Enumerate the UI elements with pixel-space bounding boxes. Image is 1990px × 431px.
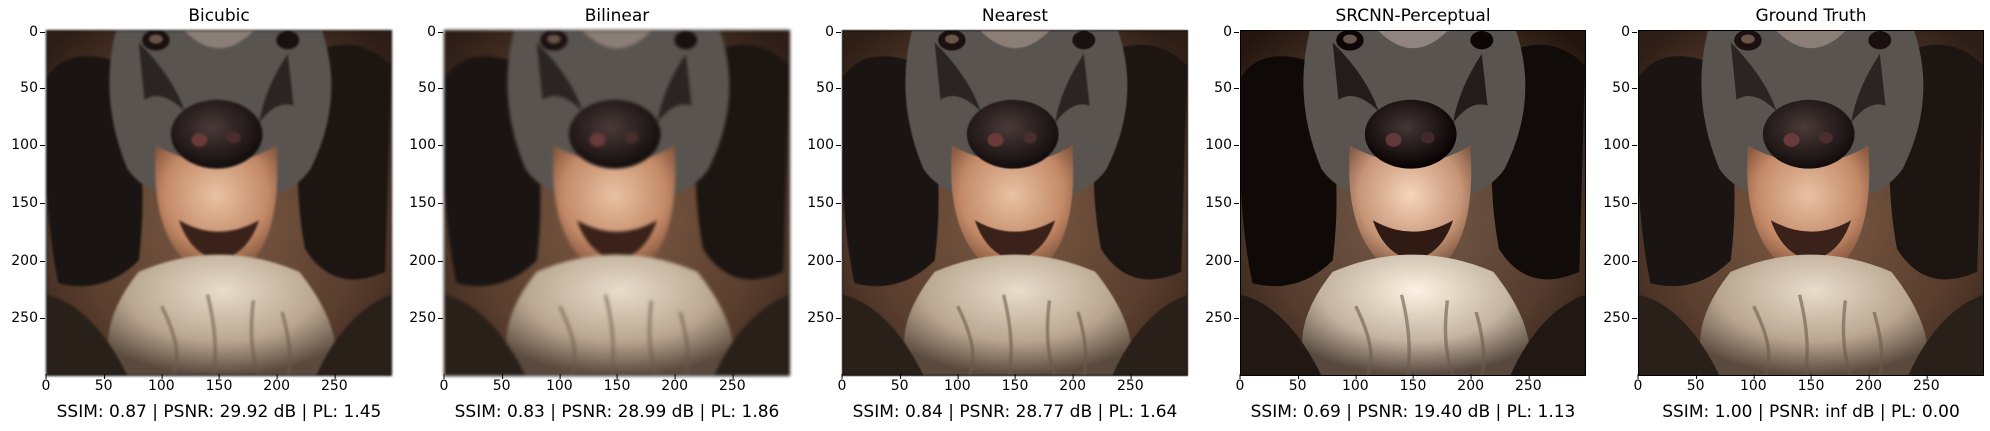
- x-tick-label: 250: [320, 374, 348, 394]
- panel-nearest: Nearest: [796, 0, 1188, 431]
- metrics-caption: SSIM: 0.69 | PSNR: 19.40 dB | PL: 1.13: [1250, 402, 1576, 422]
- x-tick-label: 200: [1457, 374, 1485, 394]
- y-tick-label: 200: [409, 252, 443, 269]
- y-tick-label: 200: [11, 252, 45, 269]
- x-tick-label: 100: [943, 374, 971, 394]
- x-tick-label: 250: [1116, 374, 1144, 394]
- metrics-caption: SSIM: 0.83 | PSNR: 28.99 dB | PL: 1.86: [454, 402, 780, 422]
- panel-title: Nearest: [981, 6, 1049, 26]
- panel-title: SRCNN-Perceptual: [1335, 6, 1491, 26]
- panel-bicubic: Bicubic: [0, 0, 392, 431]
- x-tick-label: 100: [545, 374, 573, 394]
- y-tick-label: 100: [11, 137, 45, 154]
- x-tick-label: 150: [1001, 374, 1029, 394]
- x-tick-label: 0: [1235, 374, 1245, 394]
- y-tick-label: 0: [1621, 24, 1637, 40]
- x-tick-label: 50: [94, 374, 113, 394]
- y-tick-label: 200: [807, 252, 841, 269]
- x-tick-label: 50: [1288, 374, 1307, 394]
- dog-image: [444, 30, 790, 376]
- dog-image: [1638, 30, 1984, 376]
- y-tick-label: 100: [1603, 137, 1637, 154]
- x-tick-label: 0: [1633, 374, 1643, 394]
- x-tick-label: 200: [1059, 374, 1087, 394]
- x-tick-label: 150: [1797, 374, 1825, 394]
- x-tick-label: 200: [1855, 374, 1883, 394]
- y-tick-label: 250: [1603, 310, 1637, 327]
- y-tick-label: 0: [825, 24, 841, 40]
- y-tick-label: 150: [807, 195, 841, 211]
- y-tick-label: 0: [427, 24, 443, 40]
- panel-title: Bilinear: [584, 6, 650, 26]
- y-tick-label: 250: [807, 310, 841, 327]
- y-tick-label: 150: [11, 195, 45, 211]
- dog-image: [46, 30, 392, 376]
- x-tick-label: 150: [205, 374, 233, 394]
- metrics-caption: SSIM: 0.87 | PSNR: 29.92 dB | PL: 1.45: [56, 402, 382, 422]
- x-tick-label: 150: [603, 374, 631, 394]
- y-tick-label: 0: [1223, 24, 1239, 40]
- metrics-caption: SSIM: 0.84 | PSNR: 28.77 dB | PL: 1.64: [852, 402, 1178, 422]
- y-tick-label: 100: [409, 137, 443, 154]
- y-tick-label: 250: [409, 310, 443, 327]
- panel-title: Ground Truth: [1755, 6, 1867, 26]
- panel-ground-truth: Ground Truth: [1592, 0, 1984, 431]
- y-tick-label: 250: [1205, 310, 1239, 327]
- x-tick-label: 150: [1399, 374, 1427, 394]
- x-tick-label: 0: [439, 374, 449, 394]
- x-tick-label: 200: [661, 374, 689, 394]
- x-tick-label: 200: [263, 374, 291, 394]
- x-tick-label: 100: [1739, 374, 1767, 394]
- y-tick-label: 50: [20, 79, 45, 96]
- y-tick-label: 100: [807, 137, 841, 154]
- x-tick-label: 250: [1514, 374, 1542, 394]
- x-tick-label: 0: [837, 374, 847, 394]
- panel-title: Bicubic: [188, 6, 250, 26]
- y-tick-label: 50: [418, 79, 443, 96]
- y-tick-label: 50: [1214, 79, 1239, 96]
- x-tick-label: 250: [718, 374, 746, 394]
- y-tick-label: 0: [29, 24, 45, 40]
- y-tick-label: 100: [1205, 137, 1239, 154]
- dog-image: [1240, 30, 1586, 376]
- y-tick-label: 50: [816, 79, 841, 96]
- panel-bilinear: Bilinear: [398, 0, 790, 431]
- x-tick-label: 0: [41, 374, 51, 394]
- x-tick-label: 250: [1912, 374, 1940, 394]
- dog-image: [842, 30, 1188, 376]
- y-tick-label: 150: [409, 195, 443, 211]
- y-tick-label: 150: [1603, 195, 1637, 211]
- x-tick-label: 100: [147, 374, 175, 394]
- x-tick-label: 50: [1686, 374, 1705, 394]
- x-tick-label: 50: [492, 374, 511, 394]
- x-tick-label: 100: [1341, 374, 1369, 394]
- y-tick-label: 200: [1603, 252, 1637, 269]
- metrics-caption: SSIM: 1.00 | PSNR: inf dB | PL: 0.00: [1662, 402, 1960, 422]
- y-tick-label: 50: [1612, 79, 1637, 96]
- x-tick-label: 50: [890, 374, 909, 394]
- y-tick-label: 150: [1205, 195, 1239, 211]
- y-tick-label: 200: [1205, 252, 1239, 269]
- panel-srcnn-perceptual: SRCNN-Perceptual: [1194, 0, 1586, 431]
- y-tick-label: 250: [11, 310, 45, 327]
